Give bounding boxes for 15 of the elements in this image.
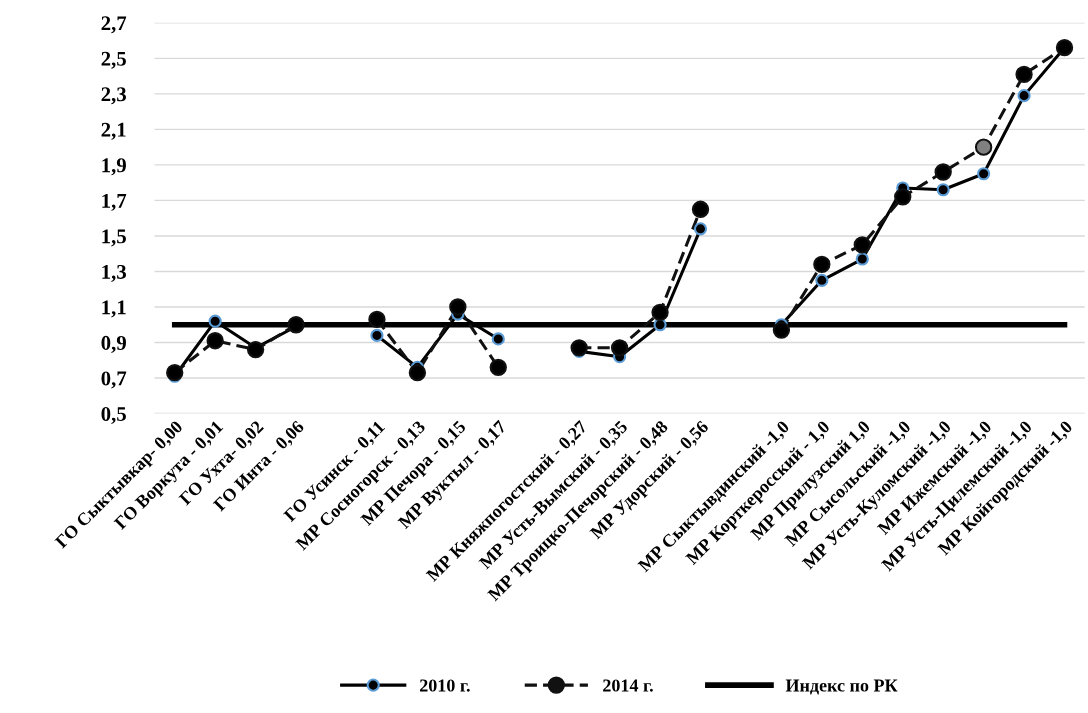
y-tick-label: 1,9 (102, 158, 126, 176)
y-tick-label: 2,3 (101, 87, 127, 105)
y-tick-label: 0,5 (101, 406, 126, 424)
y-tick-label: 1,1 (102, 300, 126, 318)
y-tick-label: 1,5 (102, 229, 126, 247)
legend-label: 2010 г. (420, 679, 470, 692)
y-tick-label: 2,5 (101, 51, 126, 69)
y-tick-label: 2,7 (101, 16, 127, 34)
y-tick-label: 1,7 (102, 193, 127, 211)
legend-label: 2014 г. (603, 679, 653, 692)
y-tick-label: 0,9 (101, 335, 126, 353)
y-tick-label: 1,3 (102, 264, 127, 282)
y-tick-label: 0,7 (101, 371, 127, 389)
legend-label: Индекс по РК (785, 679, 898, 695)
y-tick-label: 2,1 (101, 122, 126, 140)
